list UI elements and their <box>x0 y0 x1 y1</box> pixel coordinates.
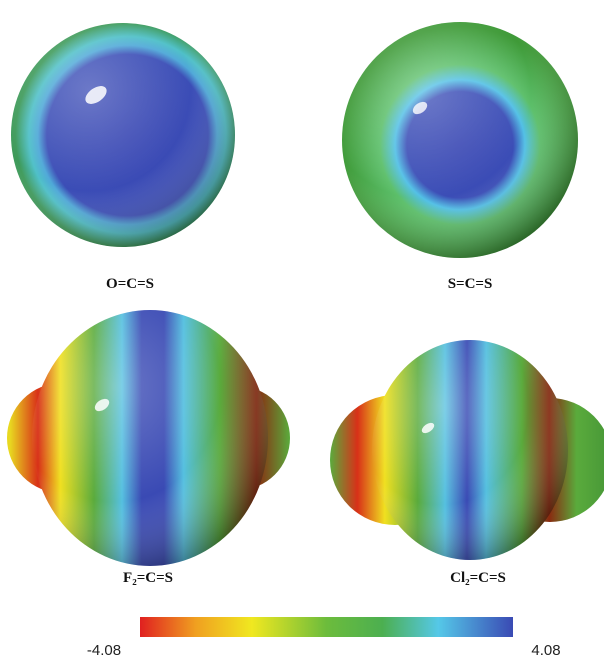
molecule-label: F₂=C=S <box>123 570 173 586</box>
molecule-label: O=C=S <box>106 276 154 292</box>
molecule-cl2cs <box>330 340 604 560</box>
molecule-ocs <box>11 23 235 247</box>
figure: O=C=S S=C=S F₂=C=S Cl₂=C=S -4.08 4.08 <box>0 0 604 661</box>
colorbar-max: 4.08 <box>531 642 560 659</box>
molecule-label: S=C=S <box>448 276 493 292</box>
colorbar <box>140 617 513 637</box>
molecule-label: Cl₂=C=S <box>450 570 506 586</box>
colorbar-min: -4.08 <box>87 642 121 659</box>
molecule-scs <box>342 22 578 258</box>
molecule-f2cs <box>7 310 290 566</box>
